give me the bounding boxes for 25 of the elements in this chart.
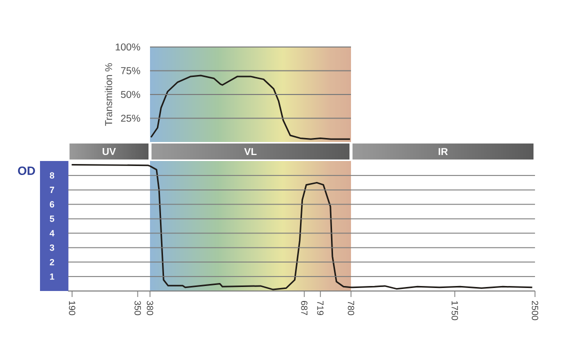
y-tick-label: 1: [50, 273, 54, 280]
x-tick-label: 2500: [532, 300, 538, 320]
x-tick-label: 380: [146, 300, 154, 316]
y-tick-label: 5: [50, 216, 54, 222]
y-tick-label: 6: [50, 201, 54, 208]
y-axis-title: OD: [18, 166, 35, 175]
x-tick-label: 190: [68, 301, 76, 316]
x-tick-label: 719: [317, 300, 324, 316]
y-tick-label: 25%: [121, 114, 140, 122]
x-tick-label: 780: [348, 300, 354, 316]
y-tick-label: 100%: [116, 43, 140, 51]
y-tick-label: 75%: [121, 67, 140, 74]
y-tick-label: 8: [50, 172, 54, 179]
y-tick-label: 3: [50, 244, 54, 251]
y-tick-label: 2: [50, 258, 54, 266]
y-tick-label: 7: [50, 186, 54, 193]
chart-title: VL: [244, 148, 257, 155]
y-axis-title: Transmition %: [104, 63, 112, 126]
y-tick-label: 4: [50, 230, 54, 236]
x-tick-label: 1750: [452, 301, 458, 320]
y-tick-label: 50%: [120, 90, 140, 98]
x-tick-label: 687: [301, 300, 308, 316]
x-tick-label: 350: [134, 300, 141, 316]
chart-title: IR: [438, 148, 448, 155]
chart-title: UV: [102, 148, 116, 156]
